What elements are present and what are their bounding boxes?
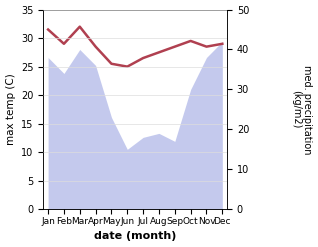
X-axis label: date (month): date (month) (94, 231, 176, 242)
Y-axis label: med. precipitation
(kg/m2): med. precipitation (kg/m2) (291, 65, 313, 154)
Y-axis label: max temp (C): max temp (C) (5, 74, 16, 145)
